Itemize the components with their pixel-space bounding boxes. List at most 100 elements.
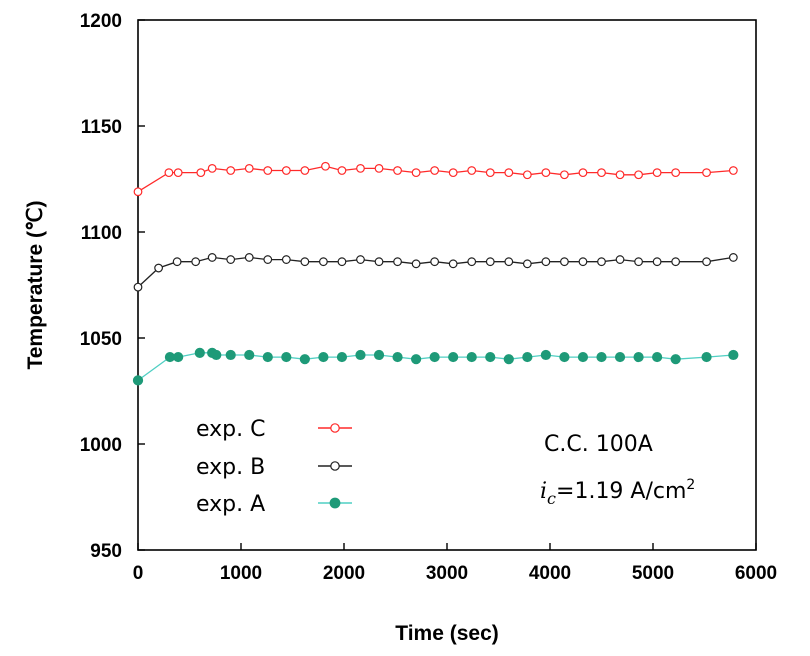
data-point	[652, 168, 662, 178]
data-point	[225, 349, 236, 361]
data-point	[430, 257, 440, 267]
data-point	[634, 170, 643, 180]
y-tick-label: 950	[90, 541, 122, 562]
data-point	[596, 351, 607, 363]
data-point	[154, 263, 164, 273]
x-tick-label: 5000	[632, 563, 674, 584]
legend: exp. C exp. B exp. A	[196, 417, 352, 517]
data-point	[393, 166, 402, 175]
data-point	[728, 253, 738, 262]
data-point	[300, 166, 310, 175]
data-point	[196, 168, 206, 178]
data-point	[132, 375, 144, 386]
y-tick-label: 1000	[80, 435, 122, 456]
data-point	[244, 253, 254, 262]
data-point	[702, 257, 711, 267]
data-point	[633, 351, 644, 363]
data-point	[430, 166, 440, 175]
data-point	[485, 257, 495, 267]
data-point	[194, 347, 205, 358]
data-point	[262, 351, 273, 363]
legend-label: exp. B	[196, 455, 265, 480]
data-point	[244, 163, 254, 173]
data-point	[615, 170, 625, 180]
data-point	[164, 168, 174, 178]
data-point	[356, 163, 365, 173]
data-point	[374, 163, 384, 173]
data-point	[263, 255, 273, 264]
legend-label: exp. A	[196, 492, 265, 517]
data-point	[173, 351, 184, 363]
data-point	[578, 168, 588, 178]
data-point	[281, 255, 291, 264]
y-axis-label: Temperature (℃)	[24, 200, 47, 369]
ic-subscript: c	[547, 489, 556, 508]
ic-value: =1.19 A/cm	[556, 479, 686, 504]
data-point	[504, 168, 514, 178]
y-tick-label: 1200	[80, 11, 122, 32]
ic-superscript: 2	[686, 477, 695, 493]
data-point	[321, 161, 330, 171]
series-exp-c	[133, 161, 738, 197]
annotation: C.C. 100A ic=1.19 A/cm2	[540, 432, 695, 508]
data-point	[393, 257, 402, 267]
data-point	[411, 259, 421, 269]
data-point	[467, 257, 477, 267]
data-point	[597, 168, 606, 178]
data-point	[281, 351, 292, 363]
series-layer	[132, 161, 739, 386]
data-point	[541, 168, 551, 178]
legend-marker	[330, 461, 340, 471]
y-tick-label: 1100	[81, 223, 122, 244]
data-point	[504, 257, 514, 267]
data-point	[448, 259, 458, 269]
x-tick-label: 4000	[529, 563, 571, 584]
data-point	[652, 257, 662, 267]
data-point	[207, 163, 217, 173]
data-point	[522, 170, 532, 180]
data-point	[356, 255, 365, 264]
data-point	[541, 257, 551, 267]
data-point	[374, 257, 384, 267]
data-point	[133, 282, 143, 292]
legend-label: exp. C	[196, 417, 265, 442]
data-point	[485, 168, 495, 178]
data-point	[337, 166, 347, 175]
data-point	[319, 257, 328, 267]
data-point	[652, 351, 663, 363]
ic-symbol: i	[540, 479, 547, 504]
data-point	[411, 168, 421, 178]
y-tick-label: 1150	[81, 117, 122, 138]
data-point	[173, 168, 183, 178]
x-axis-label: Time (sec)	[395, 622, 499, 645]
data-point	[392, 351, 403, 363]
data-point	[634, 257, 643, 267]
data-point	[467, 166, 477, 175]
data-point	[337, 257, 347, 267]
data-point	[299, 354, 310, 365]
data-point	[133, 187, 143, 197]
data-point	[336, 351, 348, 363]
data-point	[448, 351, 459, 363]
data-point	[728, 349, 739, 361]
x-tick-label: 2000	[323, 563, 365, 584]
data-point	[448, 168, 458, 178]
data-point	[207, 253, 217, 262]
data-point	[701, 351, 712, 363]
data-point	[411, 354, 422, 365]
x-tick-label: 0	[133, 563, 144, 584]
data-point	[263, 166, 273, 175]
data-point	[559, 351, 570, 363]
data-point	[244, 349, 255, 361]
axis-ticks: 0 1000 2000 3000 4000 5000 6000 950 1000 1050 1100…	[80, 11, 777, 584]
legend-marker	[330, 423, 340, 433]
data-point	[577, 351, 589, 363]
data-point	[671, 168, 681, 178]
data-point	[615, 255, 625, 264]
data-point	[226, 255, 236, 264]
x-tick-label: 1000	[220, 563, 262, 584]
data-point	[560, 170, 569, 180]
series-exp-b	[133, 253, 738, 292]
